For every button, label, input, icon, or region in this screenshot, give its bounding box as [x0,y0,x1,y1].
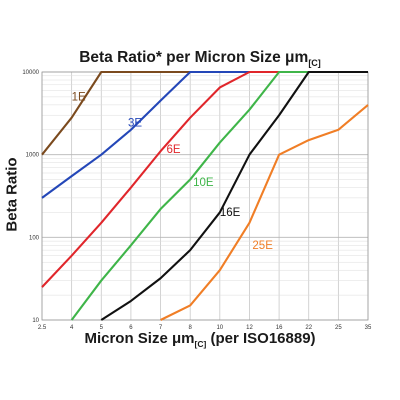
series-label-6E: 6E [166,144,180,156]
x-axis-label: Micron Size μm[C] (per ISO16889) [84,330,316,349]
ticks: 2.5 4 5 6 7 8 10 12 16 22 25 35 10 100 1000 10000 [22,70,372,331]
x-tick-label: 8 [189,325,193,331]
chart-title: Beta Ratio* per Micron Size μm[C] [79,49,321,69]
x-tick-label: 22 [305,325,312,331]
series-labels: 1E 3E 6E 10E 16E 25E [72,92,274,252]
x-tick-label: 5 [100,325,104,331]
y-tick-label: 100 [29,235,40,241]
x-tick-label: 6 [129,325,133,331]
series-label-25E: 25E [252,240,273,252]
x-tick-label: 35 [365,325,372,331]
y-tick-label: 1000 [26,153,40,159]
y-tick-label: 10 [32,318,39,324]
series-label-1E: 1E [72,92,86,104]
y-tick-label: 10000 [22,70,39,76]
x-tick-label: 12 [246,325,253,331]
grid [41,71,369,321]
series-label-3E: 3E [128,117,142,129]
x-tick-label: 4 [70,325,74,331]
series-lines [41,70,369,321]
series-label-10E: 10E [193,177,214,189]
series-line-1E [41,70,368,156]
x-tick-label: 16 [276,325,283,331]
series-line-25E [160,104,369,321]
y-axis-label: Beta Ratio [3,157,21,232]
series-line-16E [100,70,368,321]
x-tick-label: 25 [335,325,342,331]
plot-frame [41,71,369,321]
x-tick-label: 7 [159,325,163,331]
x-tick-label: 2.5 [38,325,47,331]
x-tick-label: 10 [216,325,223,331]
series-label-16E: 16E [220,207,241,219]
